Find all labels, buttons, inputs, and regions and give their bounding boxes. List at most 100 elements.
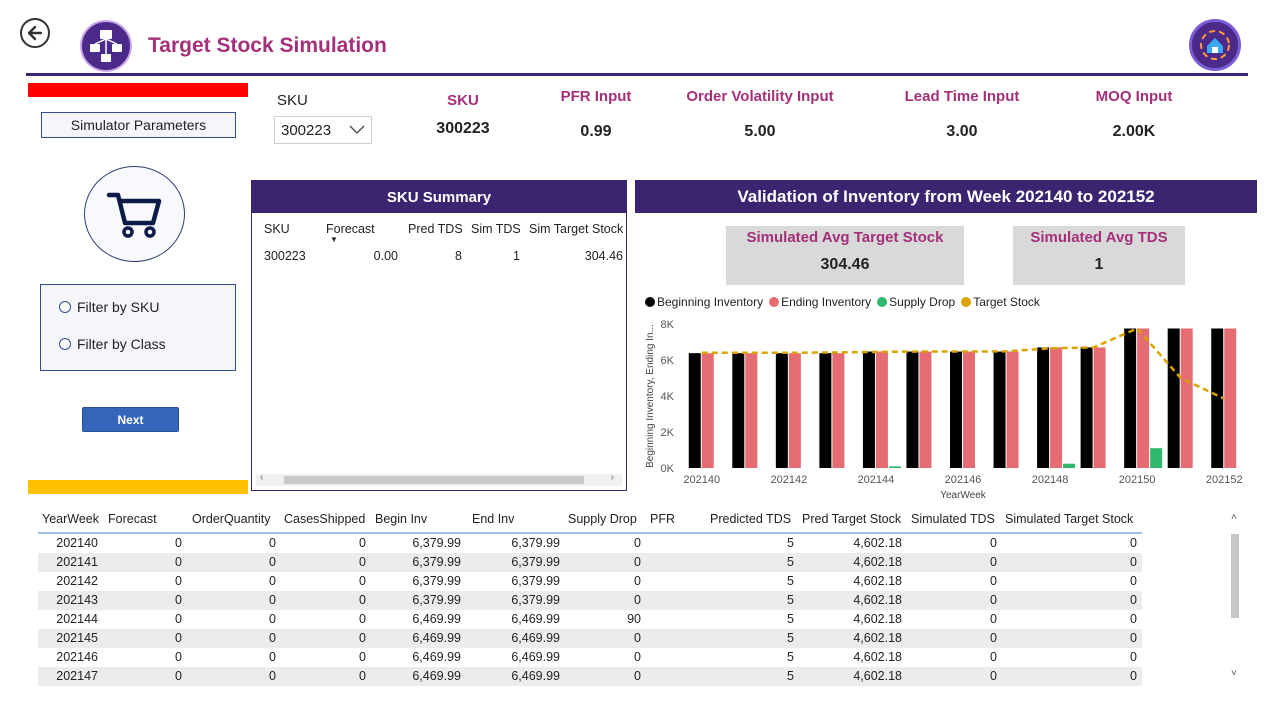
bar-ending-inventory: [832, 353, 845, 468]
table-cell: 0: [1130, 536, 1137, 550]
table-row[interactable]: 202144 0 0 0 6,469.99 6,469.99 90 5 4,602.18 0 0: [38, 610, 1142, 629]
bar-ending-inventory: [788, 353, 801, 468]
table-cell: 5: [787, 669, 794, 683]
filter-by-class-option[interactable]: Filter by Class: [59, 336, 166, 352]
legend-swatch: [877, 297, 888, 307]
scrollbar-thumb[interactable]: [284, 476, 584, 484]
table-cell: 6,469.99: [412, 612, 461, 626]
column-header[interactable]: Simulated TDS: [911, 512, 995, 526]
scroll-down-icon[interactable]: ˅: [1231, 668, 1237, 679]
validation-title: Validation of Inventory from Week 202140…: [635, 180, 1257, 213]
arrow-left-icon: [27, 25, 43, 41]
column-header[interactable]: CasesShipped: [284, 512, 366, 526]
card-sim-avg-tds: Simulated Avg TDS 1: [1013, 226, 1185, 285]
table-row[interactable]: 202147 0 0 0 6,469.99 6,469.99 0 5 4,602.18 0 0: [38, 667, 1142, 686]
table-row[interactable]: 202140 0 0 0 6,379.99 6,379.99 0 5 4,602.18 0 0: [38, 534, 1142, 553]
table-cell: 0: [1130, 669, 1137, 683]
table-cell: 6,469.99: [412, 669, 461, 683]
bar-beginning-inventory: [1167, 328, 1180, 468]
home-icon: [1200, 30, 1230, 60]
radio-button[interactable]: [59, 301, 71, 313]
column-header[interactable]: End Inv: [472, 512, 515, 526]
card-label: Simulated Avg Target Stock: [746, 229, 944, 246]
column-header[interactable]: Sim Target Stock: [529, 222, 623, 236]
column-header[interactable]: OrderQuantity: [192, 512, 271, 526]
sku-summary-panel: SKU Summary SKU Forecast ▼ Pred TDS Sim …: [251, 180, 627, 491]
kpi-label: MOQ Input: [1095, 88, 1173, 105]
red-accent-bar: [28, 83, 248, 97]
table-row[interactable]: 202145 0 0 0 6,469.99 6,469.99 0 5 4,602.18 0 0: [38, 629, 1142, 648]
column-header[interactable]: Begin Inv: [375, 512, 428, 526]
legend-label: Ending Inventory: [781, 295, 872, 309]
table-cell: 0: [990, 536, 997, 550]
radio-button[interactable]: [59, 338, 71, 350]
horizontal-scrollbar[interactable]: ‹ ›: [256, 472, 622, 486]
legend-label: Target Stock: [973, 295, 1040, 309]
table-cell: 4,602.18: [853, 650, 902, 664]
column-header[interactable]: Forecast: [108, 512, 157, 526]
column-header[interactable]: Predicted TDS: [710, 512, 792, 526]
table-cell: 202140: [56, 536, 98, 550]
table-cell: 5: [787, 650, 794, 664]
legend-item[interactable]: Beginning Inventory: [645, 295, 763, 309]
shopping-cart-icon: [106, 192, 161, 238]
table-cell: 202147: [56, 669, 98, 683]
table-cell: 202141: [56, 555, 98, 569]
table-cell: 0: [359, 574, 366, 588]
table-cell: 6,379.99: [511, 536, 560, 550]
table-row[interactable]: 202142 0 0 0 6,379.99 6,379.99 0 5 4,602.18 0 0: [38, 572, 1142, 591]
column-header[interactable]: Supply Drop: [568, 512, 637, 526]
back-button[interactable]: [20, 18, 50, 48]
scroll-up-icon[interactable]: ˄: [1231, 512, 1237, 523]
table-row: 300223 0.00 8 1 304.46: [252, 245, 626, 271]
column-header[interactable]: Forecast: [326, 222, 375, 236]
table-cell: 0: [1130, 555, 1137, 569]
column-header[interactable]: Simulated Target Stock: [1005, 512, 1134, 526]
x-tick-label: 202142: [770, 474, 807, 486]
column-header[interactable]: Pred Target Stock: [802, 512, 902, 526]
sort-desc-icon: ▼: [330, 235, 338, 244]
x-tick-label: 202150: [1119, 474, 1156, 486]
inventory-chart[interactable]: 0K 2K 4K 6K 8K Beginning Inventory, Ending In…: [640, 310, 1254, 505]
scrollbar-thumb[interactable]: [1231, 534, 1239, 618]
table-body: 202140 0 0 0 6,379.99 6,379.99 0 5 4,602.18 0 0 202…: [38, 534, 1142, 686]
column-header[interactable]: Sim TDS: [471, 222, 521, 236]
vertical-scrollbar[interactable]: ˄ ˅: [1228, 512, 1242, 688]
table-cell: 0: [634, 536, 641, 550]
table-cell: 300223: [264, 249, 306, 263]
table-cell: 0: [359, 650, 366, 664]
sku-dropdown[interactable]: 300223: [274, 116, 372, 144]
table-row[interactable]: 202141 0 0 0 6,379.99 6,379.99 0 5 4,602.18 0 0: [38, 553, 1142, 572]
filter-by-sku-option[interactable]: Filter by SKU: [59, 299, 159, 315]
home-button[interactable]: [1189, 19, 1241, 71]
next-button[interactable]: Next: [82, 407, 179, 432]
table-row[interactable]: 202146 0 0 0 6,469.99 6,469.99 0 5 4,602.18 0 0: [38, 648, 1142, 667]
column-header[interactable]: SKU: [264, 222, 290, 236]
table-cell: 4,602.18: [853, 669, 902, 683]
table-cell: 0: [634, 593, 641, 607]
column-header[interactable]: YearWeek: [42, 512, 99, 526]
bar-ending-inventory: [1180, 328, 1193, 468]
table-cell: 6,379.99: [412, 555, 461, 569]
table-cell: 0: [1130, 631, 1137, 645]
column-header[interactable]: Pred TDS: [408, 222, 463, 236]
weekly-detail-table: YearWeek Forecast OrderQuantity CasesShippe…: [38, 508, 1142, 692]
table-row[interactable]: 202143 0 0 0 6,379.99 6,379.99 0 5 4,602.18 0 0: [38, 591, 1142, 610]
x-tick-label: 202144: [858, 474, 895, 486]
scroll-right-icon[interactable]: ›: [610, 472, 614, 483]
cart-button[interactable]: [84, 166, 185, 262]
column-header[interactable]: PFR: [650, 512, 675, 526]
table-cell: 0: [359, 536, 366, 550]
bar-ending-inventory: [919, 351, 932, 468]
legend-item[interactable]: Ending Inventory: [769, 295, 871, 309]
table-cell: 202142: [56, 574, 98, 588]
legend-item[interactable]: Target Stock: [961, 295, 1040, 309]
table-cell: 202144: [56, 612, 98, 626]
table-cell: 0: [359, 669, 366, 683]
table-cell: 0: [990, 612, 997, 626]
scroll-left-icon[interactable]: ‹: [260, 472, 264, 483]
table-cell: 0: [269, 650, 276, 664]
legend-item[interactable]: Supply Drop: [877, 295, 955, 309]
yellow-accent-bar: [28, 480, 248, 494]
bar-supply-drop: [888, 466, 901, 468]
